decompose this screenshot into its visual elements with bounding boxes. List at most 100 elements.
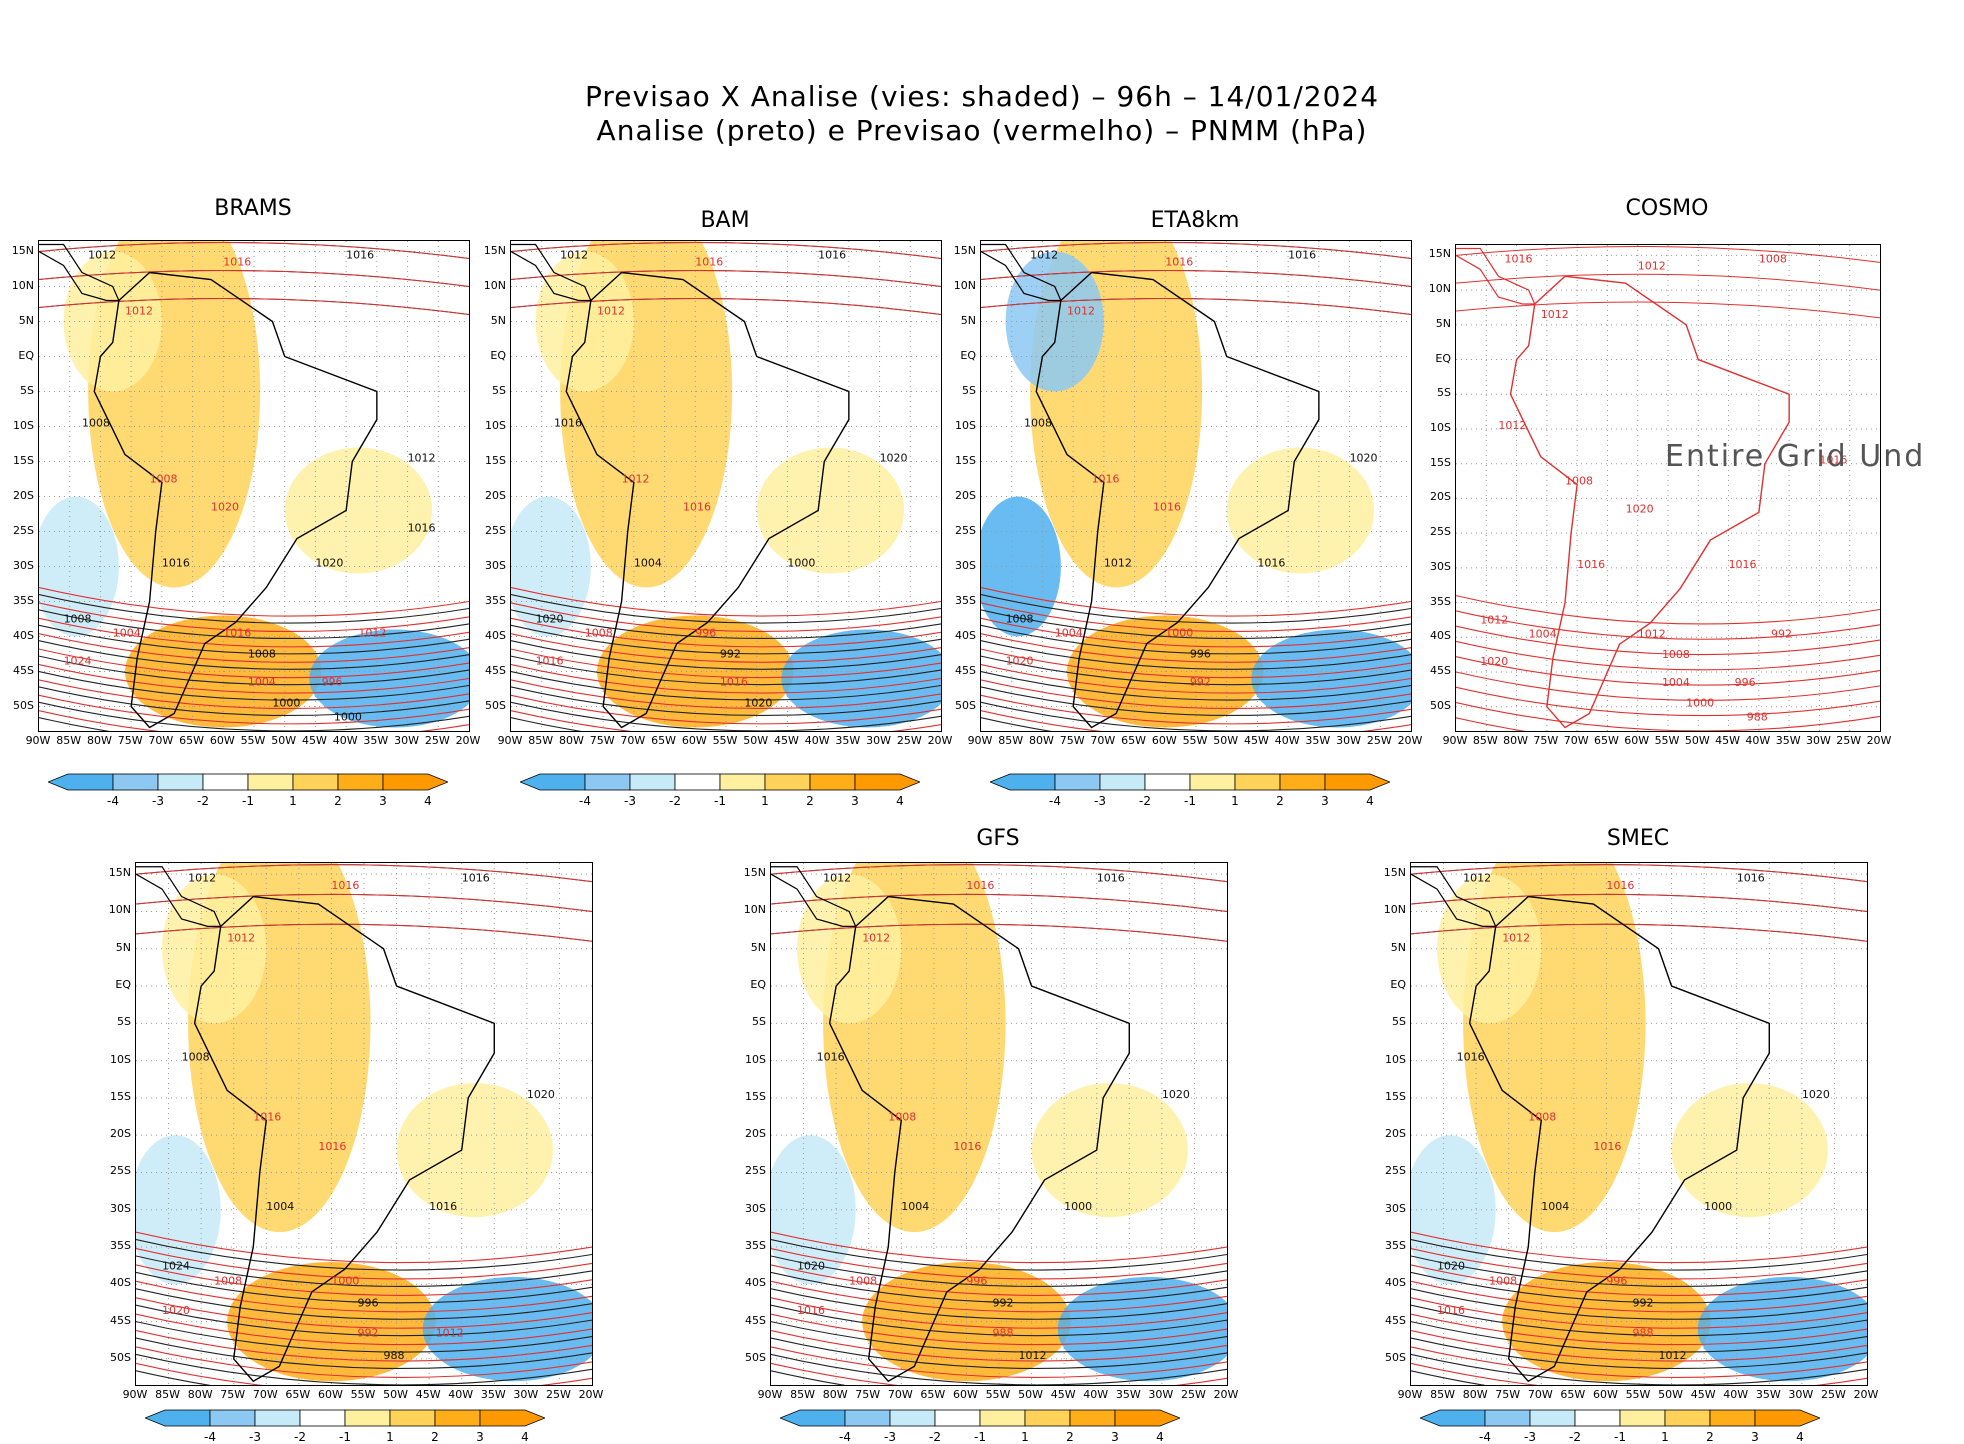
lon-label: 30W	[1148, 1388, 1174, 1401]
lat-label: 30S	[485, 558, 506, 572]
isobar-analysis	[1411, 1288, 1867, 1320]
lon-label: 30W	[1336, 734, 1361, 747]
bias-shade-2	[1057, 1276, 1227, 1382]
isobar-forecast	[511, 710, 941, 731]
lon-label: 70W	[252, 1388, 278, 1401]
isobar-analysis	[771, 1370, 847, 1385]
colorbar-label: 3	[851, 794, 859, 808]
bias-shade-4	[39, 496, 119, 637]
coastline-central-america	[511, 243, 592, 302]
lat-label: 5S	[962, 383, 976, 397]
lon-label: 35W	[1115, 1388, 1141, 1401]
colorbar-label: 3	[1111, 1430, 1119, 1444]
isobar-forecast	[771, 1247, 1227, 1280]
isobar-forecast	[1411, 1330, 1867, 1362]
colorbar-swatch	[337, 773, 384, 791]
contour-label: 1008	[849, 1274, 877, 1287]
lat-label: 25S	[13, 523, 34, 537]
isobar-analysis	[511, 609, 941, 640]
lon-label: 55W	[350, 1388, 376, 1401]
lon-label: 65W	[179, 734, 204, 747]
coastline-south-america	[93, 271, 378, 729]
lat-label: 5S	[492, 383, 506, 397]
isobar-forecast	[511, 242, 941, 259]
lon-label: 70W	[1090, 734, 1116, 747]
contour-label: 1004	[1662, 676, 1690, 689]
contour-label: 1012	[1659, 1349, 1687, 1362]
colorbar-swatch	[629, 773, 676, 791]
contour-label: 1016	[1577, 558, 1605, 571]
isobar-forecast	[136, 1247, 592, 1280]
contour-label: 992	[720, 648, 741, 661]
colorbar-label: -4	[1049, 794, 1061, 808]
isobar-analysis	[771, 1321, 1227, 1353]
colorbar-label: 3	[379, 794, 387, 808]
colorbar-label: -4	[1479, 1430, 1491, 1444]
lon-label: 65W	[1121, 734, 1146, 747]
lat-label: 25S	[745, 1164, 766, 1178]
lat-label: 5N	[1390, 940, 1406, 954]
lat-label: 10S	[110, 1052, 131, 1066]
contour-label: 1008	[64, 613, 92, 626]
colorbar-bam: -4 -3 -2 -1 1 2 3 4	[520, 772, 920, 808]
colorbar-label: -2	[1569, 1430, 1581, 1444]
isobar-forecast	[981, 663, 1411, 694]
isobar-forecast	[136, 1362, 592, 1385]
lon-label: 80W	[822, 1388, 848, 1401]
colorbar-swatch	[854, 773, 920, 791]
lat-label: 5S	[117, 1015, 131, 1029]
lat-label: 35S	[745, 1239, 766, 1253]
contour-label: 1020	[527, 1088, 555, 1101]
contour-label: 1016	[695, 256, 723, 269]
isobar-analysis	[981, 655, 1411, 686]
contour-label: 996	[966, 1274, 987, 1287]
contour-label: 1004	[113, 627, 141, 640]
lon-label: 60W	[209, 734, 235, 747]
isobar-forecast	[39, 602, 469, 633]
bias-shade-2	[1697, 1276, 1867, 1382]
lat-label: 5N	[750, 940, 766, 954]
lat-label: 10S	[13, 418, 34, 432]
bias-shade-3	[284, 447, 433, 574]
lat-label: 25S	[1385, 1164, 1406, 1178]
lon-label: 85W	[56, 734, 82, 747]
lat-label: 30S	[745, 1201, 766, 1215]
contour-label: 1012	[622, 473, 650, 486]
colorbar-swatch	[344, 1409, 391, 1427]
colorbar-swatch	[247, 773, 294, 791]
colorbar-label: -1	[1184, 794, 1196, 808]
lon-label: 60W	[1624, 734, 1650, 747]
contour-label: 1016	[1606, 879, 1634, 892]
coastline-central-america	[981, 243, 1062, 302]
lat-label: 15S	[13, 453, 34, 467]
lon-label: 55W	[1625, 1388, 1651, 1401]
contour-label: 992	[1632, 1297, 1653, 1310]
isobar-analysis	[981, 717, 1053, 731]
isobar-forecast	[136, 1346, 592, 1378]
colorbar-swatch	[1099, 773, 1146, 791]
colorbar-swatch	[719, 773, 766, 791]
contour-label: 1020	[162, 1304, 190, 1317]
contour-label: 1004	[1529, 627, 1557, 640]
isobar-forecast	[981, 633, 1411, 663]
coastline-central-america	[1411, 866, 1497, 927]
lon-label: 55W	[1182, 734, 1208, 747]
lat-label: 50S	[955, 698, 976, 712]
isobar-analysis	[981, 686, 1411, 717]
colorbar-label: -1	[974, 1430, 986, 1444]
contour-label: 992	[992, 1297, 1013, 1310]
lon-label: 45W	[1243, 734, 1269, 747]
isobar-forecast	[39, 694, 469, 725]
lon-label: 30W	[866, 734, 891, 747]
isobar-analysis	[1456, 245, 1880, 263]
contour-label: 1008	[182, 1051, 210, 1064]
contour-label: 1012	[1638, 627, 1666, 640]
colorbar-label: -3	[1094, 794, 1106, 808]
isobar-forecast	[511, 663, 941, 694]
lon-label: 40W	[448, 1388, 474, 1401]
lon-label: 20W	[578, 1388, 604, 1401]
map-gfs: 1012 1016 1016 1012 1016 1008 1020 1016 1004 1008…	[770, 862, 1228, 1386]
bias-shade-3	[1031, 1082, 1188, 1218]
isobar-analysis	[39, 655, 469, 686]
contour-label: 1008	[1565, 475, 1593, 488]
